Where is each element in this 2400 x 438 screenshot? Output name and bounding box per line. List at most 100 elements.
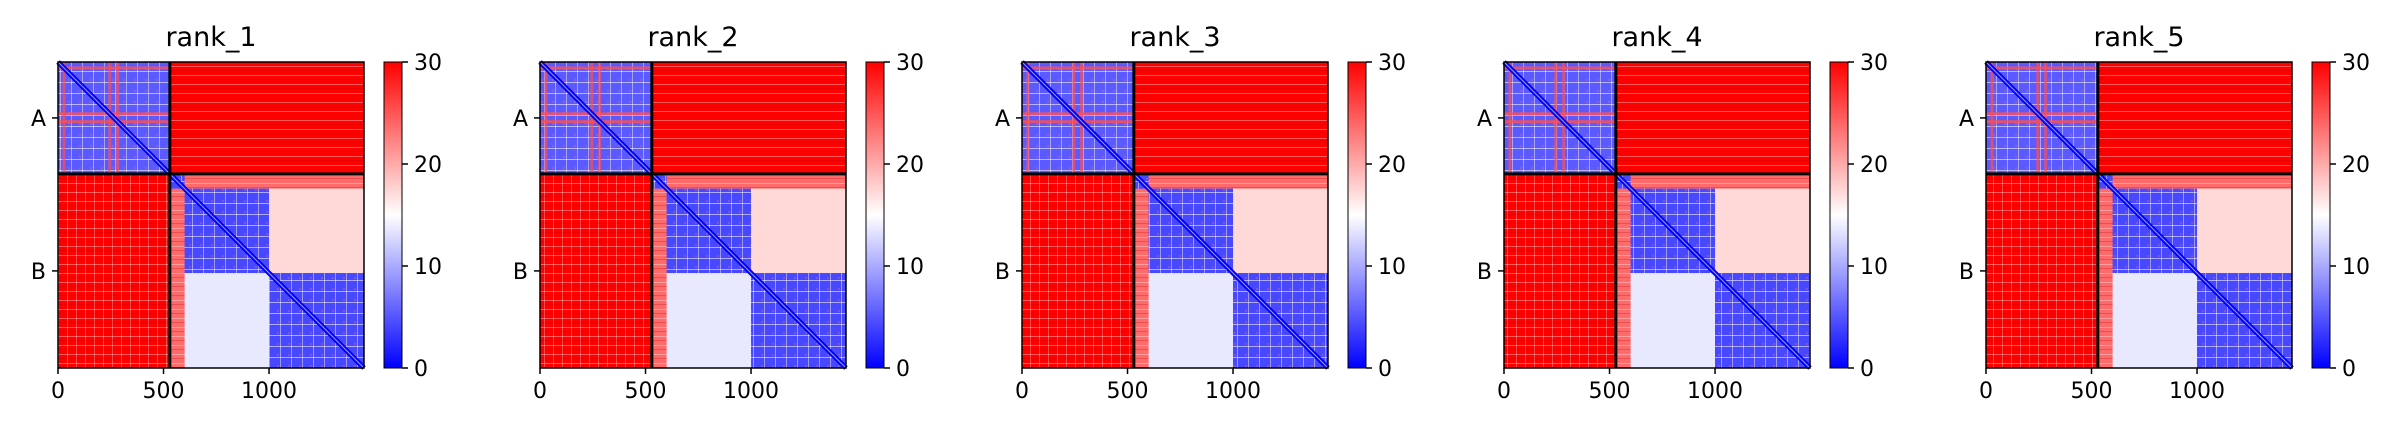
- block-b-sub-offdiag: [751, 188, 846, 274]
- colorbar-tick-label: 30: [896, 51, 924, 76]
- plot-frame: [1503, 61, 1811, 369]
- x-tick-label: 500: [143, 379, 185, 404]
- block-a-a-band: [1504, 112, 1616, 116]
- x-tick-label: 0: [1497, 379, 1511, 404]
- block-b-a-texture-2: [1986, 173, 2098, 368]
- x-tick-label: 1000: [723, 379, 779, 404]
- block-a-a-band: [1562, 62, 1566, 174]
- colorbar: 0 10 20 30: [383, 51, 442, 382]
- colorbar-tick-label: 30: [414, 51, 442, 76]
- block-b-sub-offdiag: [269, 188, 364, 274]
- diagonal-highlight: [57, 61, 365, 369]
- x-tick-label: 0: [1015, 379, 1029, 404]
- colorbar-tick-label: 10: [1860, 255, 1888, 280]
- block-b-sub-offdiag: [666, 273, 752, 368]
- block-a-b-texture: [2097, 62, 2292, 174]
- block-a-b-texture: [169, 62, 364, 174]
- diagonal-highlight: [1021, 61, 1329, 369]
- y-tick-label: B: [995, 260, 1010, 285]
- colorbar-gradient: [383, 61, 403, 369]
- colorbar-tick-label: 10: [414, 255, 442, 280]
- block-a-a-band: [1508, 62, 1512, 174]
- block-b-sub-offdiag: [1233, 188, 1328, 274]
- colorbar-gradient: [2311, 61, 2331, 369]
- heatmap-panel-1: rank_1 0 500 1000 A B 0 10 20 30: [31, 22, 442, 404]
- colorbar-tick-label: 0: [414, 357, 428, 382]
- colorbar-tick-label: 10: [1378, 255, 1406, 280]
- block-a-a-band: [2044, 62, 2048, 174]
- y-tick-label: A: [1959, 107, 1974, 132]
- y-tick-label: B: [31, 260, 46, 285]
- block-b-a-texture-2: [58, 173, 170, 368]
- colorbar-gradient: [1347, 61, 1367, 369]
- diagonal-highlight: [1503, 61, 1811, 369]
- block-b-a-texture-2: [1504, 173, 1616, 368]
- y-tick-label: A: [1477, 107, 1492, 132]
- plot-frame: [57, 61, 365, 369]
- colorbar-tick-label: 10: [2342, 255, 2370, 280]
- block-b-sub-offdiag: [2197, 188, 2292, 274]
- x-tick-label: 0: [1979, 379, 1993, 404]
- block-a-a-band: [1072, 62, 1076, 174]
- colorbar: 0 10 20 30: [1829, 51, 1888, 382]
- heatmap-matrix: [1984, 60, 2294, 370]
- block-a-a-band: [1986, 66, 2098, 70]
- colorbar-gradient: [865, 61, 885, 369]
- panel-title: rank_5: [2093, 22, 2184, 53]
- colorbar-tick-label: 30: [2342, 51, 2370, 76]
- heatmap-panel-3: rank_3 0 500 1000 A B 0 10 20 30: [995, 22, 1406, 404]
- block-a-a-band: [1022, 112, 1134, 116]
- x-tick-label: 1000: [1687, 379, 1743, 404]
- x-tick-label: 500: [2071, 379, 2113, 404]
- x-tick-label: 500: [1107, 379, 1149, 404]
- block-a-a-band: [58, 112, 170, 116]
- block-a-a-band: [544, 62, 548, 174]
- colorbar: 0 10 20 30: [2311, 51, 2370, 382]
- plot-frame: [1985, 61, 2293, 369]
- block-a-a-band: [1022, 120, 1134, 124]
- colorbar-tick-label: 20: [2342, 153, 2370, 178]
- plot-frame: [539, 61, 847, 369]
- block-a-a-band: [540, 120, 652, 124]
- colorbar-gradient: [1829, 61, 1849, 369]
- y-tick-label: A: [31, 107, 46, 132]
- block-b-sub-offdiag: [1630, 273, 1716, 368]
- block-a-a-band: [58, 120, 170, 124]
- diagonal-highlight: [1985, 61, 2293, 369]
- x-tick-label: 1000: [1205, 379, 1261, 404]
- colorbar-tick-label: 0: [1860, 357, 1874, 382]
- panel-title: rank_3: [1129, 22, 1220, 53]
- block-a-a-band: [1986, 112, 2098, 116]
- block-a-a-band: [590, 62, 594, 174]
- colorbar-tick-label: 20: [1860, 153, 1888, 178]
- colorbar: 0 10 20 30: [1347, 51, 1406, 382]
- diagonal-highlight: [539, 61, 847, 369]
- x-tick-label: 500: [1589, 379, 1631, 404]
- x-tick-label: 1000: [241, 379, 297, 404]
- block-b-sub-offdiag: [1715, 188, 1810, 274]
- block-a-a-band: [116, 62, 120, 174]
- block-b-sub-offdiag: [2112, 273, 2198, 368]
- block-a-a-band: [1080, 62, 1084, 174]
- colorbar-tick-label: 10: [896, 255, 924, 280]
- x-tick-label: 0: [533, 379, 547, 404]
- y-tick-label: B: [1959, 260, 1974, 285]
- plot-frame: [1021, 61, 1329, 369]
- y-tick-label: A: [995, 107, 1010, 132]
- block-a-a-band: [1504, 120, 1616, 124]
- block-a-a-band: [108, 62, 112, 174]
- x-tick-label: 500: [625, 379, 667, 404]
- block-a-a-band: [1986, 120, 2098, 124]
- colorbar-tick-label: 30: [1378, 51, 1406, 76]
- panel-title: rank_2: [647, 22, 738, 53]
- colorbar-tick-label: 0: [1378, 357, 1392, 382]
- heatmap-panel-4: rank_4 0 500 1000 A B 0 10 20 30: [1477, 22, 1888, 404]
- heatmap-panel-2: rank_2 0 500 1000 A B 0 10 20 30: [513, 22, 924, 404]
- block-a-a-band: [1554, 62, 1558, 174]
- block-a-a-band: [598, 62, 602, 174]
- block-b-sub-offdiag: [184, 273, 270, 368]
- block-b-sub-offdiag: [1148, 273, 1234, 368]
- heatmap-matrix: [56, 60, 366, 370]
- colorbar-tick-label: 20: [414, 153, 442, 178]
